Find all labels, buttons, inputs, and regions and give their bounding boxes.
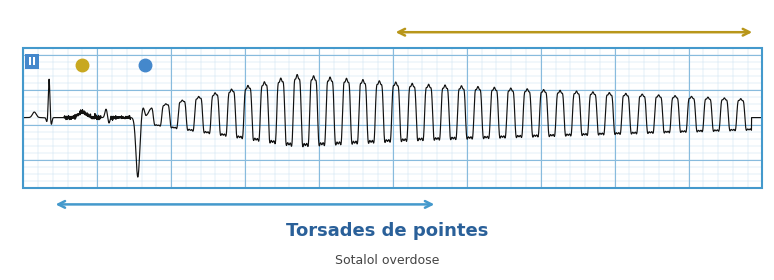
Text: II: II [28,57,36,67]
Text: Torsades de pointes: Torsades de pointes [286,222,488,240]
Text: Sotalol overdose: Sotalol overdose [335,254,439,267]
